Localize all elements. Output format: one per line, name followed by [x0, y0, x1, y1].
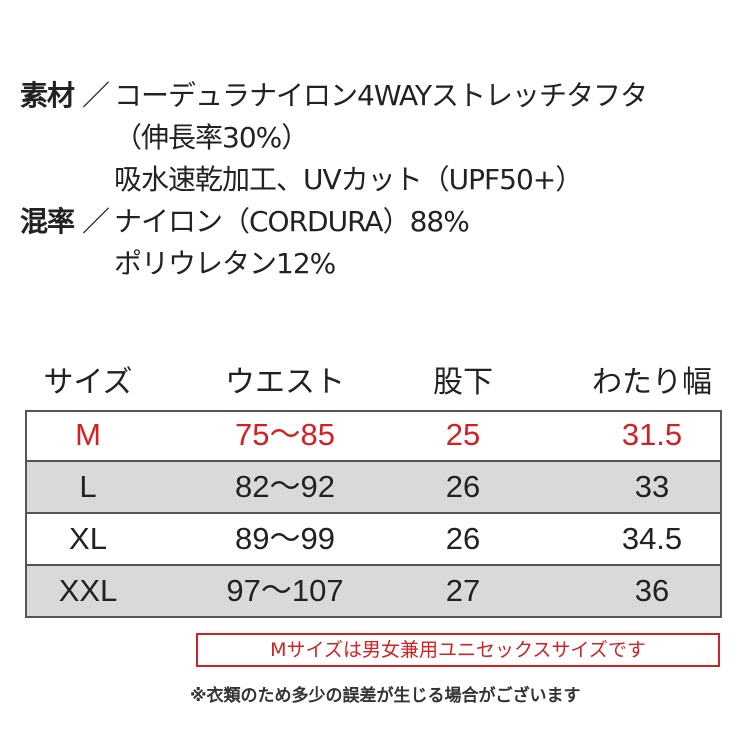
table-cell: M [75, 417, 101, 452]
spec-separator: ／ [82, 205, 110, 238]
spec-label: 素材 [20, 79, 75, 112]
table-cell: 26 [445, 469, 481, 504]
table-cell: 75～85 [235, 417, 335, 452]
table-cell: 27 [445, 573, 481, 608]
table-cell: 89～99 [235, 521, 335, 556]
footnote: ※衣類のため多少の誤差が生じる場合がございます [190, 686, 581, 706]
spec-line: コーデュラナイロン4WAYストレッチタフタ [114, 79, 648, 112]
spec-line: ナイロン（CORDURA）88% [114, 205, 470, 238]
table-cell: 26 [445, 521, 481, 556]
table-cell: 33 [634, 469, 670, 504]
table-row [25, 462, 722, 514]
table-cell: 82～92 [235, 469, 335, 504]
table-cell: 97～107 [226, 573, 344, 608]
note: Mサイズは男女兼用ユニセックスサイズです [196, 633, 720, 667]
table-row [25, 514, 722, 566]
table-cell: 36 [634, 573, 670, 608]
table-row [25, 566, 722, 618]
table-cell: XXL [58, 573, 118, 608]
table-header: わたり幅 [592, 366, 712, 399]
table-header: 股下 [433, 366, 493, 399]
table-header: ウエスト [225, 366, 345, 399]
table-header: サイズ [43, 366, 133, 399]
spec-separator: ／ [82, 79, 110, 112]
spec-line: ポリウレタン12% [114, 247, 336, 280]
table-cell: L [79, 469, 97, 504]
table-cell: 25 [445, 417, 481, 452]
table-cell: XL [69, 521, 107, 556]
table-cell: 34.5 [621, 521, 683, 556]
table-cell: 31.5 [621, 417, 683, 452]
spec-label: 混率 [20, 205, 75, 238]
spec-line: （伸長率30%） [114, 121, 309, 154]
spec-line: 吸水速乾加工、UVカット（UPF50+） [114, 163, 583, 196]
table-row [25, 410, 722, 462]
